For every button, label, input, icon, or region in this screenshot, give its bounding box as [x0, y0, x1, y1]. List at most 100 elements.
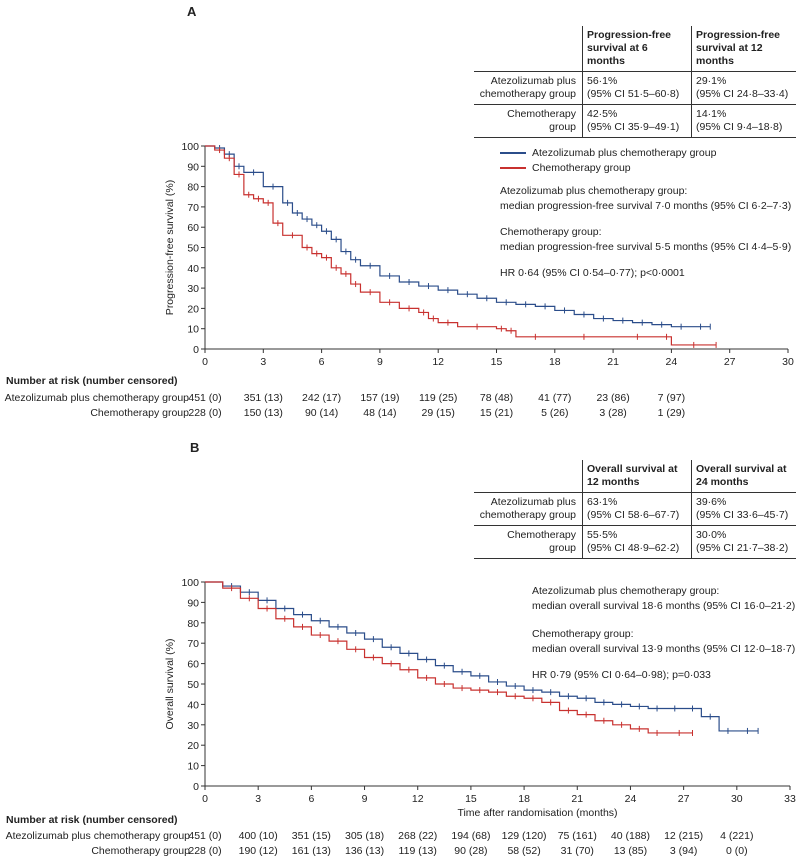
pfs-risk-cell: 7 (97): [657, 392, 686, 404]
os-risk-label-atezo: Atezolizumab plus chemotherapy group: [5, 830, 190, 842]
os-y-tick-label: 10: [187, 761, 199, 773]
pfs-cell: 56·1% (95% CI 51·5–60·8): [582, 71, 692, 105]
os-risk-cell: 129 (120): [501, 830, 547, 842]
os-x-tick-label: 30: [731, 793, 743, 805]
os-atezo-curve: [205, 581, 759, 732]
os-y-tick-label: 30: [187, 720, 199, 732]
pfs-note: median progression-free survival 7·0 mon…: [500, 200, 792, 212]
pfs-x-tick-label: 27: [724, 356, 736, 368]
os-chart: 0 10 20 30 40 50 60 70 80 90 100 0 3 6 9 12 15 18 21 24 27 30…: [164, 577, 796, 819]
os-x-tick-label: 15: [465, 793, 477, 805]
pfs-y-tick-label: 80: [187, 182, 199, 194]
pfs-risk-cell: 15 (21): [479, 407, 514, 419]
pfs-y-tick-label: 70: [187, 202, 199, 214]
os-risk-cell: 119 (13): [398, 845, 437, 857]
pfs-risk-cell: 119 (25): [419, 392, 458, 404]
os-risk-cell: 40 (188): [610, 830, 651, 842]
pfs-x-tick-label: 21: [607, 356, 619, 368]
os-row-label: Atezolizumab plus chemotherapy group: [474, 492, 583, 526]
pfs-x-tick-label: 30: [782, 356, 794, 368]
pfs-risk-cell: 228 (0): [188, 407, 222, 419]
pfs-x-tick-label: 12: [432, 356, 444, 368]
pfs-risk-cell: 48 (14): [363, 407, 397, 419]
os-x-tick-label: 3: [255, 793, 261, 805]
pfs-row-label: Chemotherapy group: [474, 104, 583, 138]
pfs-y-tick-label: 40: [187, 263, 199, 275]
os-risk-label-chemo: Chemotherapy group: [91, 845, 190, 857]
os-note: Chemotherapy group:: [532, 628, 634, 640]
pfs-summary-table: Progression-free survival at 6 months Pr…: [474, 26, 796, 138]
os-risk-cell: 305 (18): [344, 830, 385, 842]
os-risk-cell: 4 (221): [720, 830, 754, 842]
os-risk-cell: 58 (52): [507, 845, 541, 857]
pfs-risk-cell: 78 (48): [479, 392, 514, 404]
os-chemo-curve: [205, 581, 693, 734]
legend-chemo-swatch: [500, 167, 526, 170]
pfs-y-tick-label: 20: [187, 303, 199, 315]
os-y-tick-label: 100: [181, 577, 199, 589]
pfs-risk-cell: 3 (28): [599, 407, 627, 419]
pfs-risk-cell: 90 (14): [304, 407, 339, 419]
pfs-risk-cell: 23 (86): [596, 392, 630, 404]
legend-atezo: Atezolizumab plus chemotherapy group: [500, 146, 716, 161]
os-cell: 55·5% (95% CI 48·9–62·2): [582, 525, 692, 559]
os-y-tick-label: 60: [187, 659, 199, 671]
pfs-chart: 0 10 20 30 40 50 60 70 80 90 100 0 3 6 9 12 15 18 21 24 27 30…: [164, 141, 794, 368]
os-x-tick-label: 18: [518, 793, 530, 805]
pfs-risk-cell: 29 (15): [421, 407, 455, 419]
pfs-y-tick-label: 60: [187, 222, 199, 234]
pfs-row-label: Atezolizumab plus chemotherapy group: [474, 71, 583, 105]
pfs-risk-header: Number at risk (number censored): [6, 375, 178, 387]
pfs-y-axis-label: Progression-free survival (%): [164, 180, 176, 315]
pfs-y-tick-label: 100: [181, 141, 199, 153]
os-risk-cell: 228 (0): [188, 845, 222, 857]
pfs-x-tick-label: 24: [666, 356, 678, 368]
pfs-atezo-curve: [205, 145, 711, 328]
panel-b-letter: B: [190, 440, 200, 455]
pfs-y-tick-label: 10: [187, 324, 199, 336]
os-y-tick-label: 70: [187, 638, 199, 650]
os-cell: 63·1% (95% CI 58·6–67·7): [582, 492, 692, 526]
pfs-cell: 42·5% (95% CI 35·9–49·1): [582, 104, 692, 138]
pfs-risk-label-atezo: Atezolizumab plus chemotherapy group: [4, 392, 189, 404]
os-x-tick-label: 24: [625, 793, 637, 805]
pfs-note: Chemotherapy group:: [500, 226, 602, 238]
os-risk-cell: 451 (0): [188, 830, 222, 842]
legend-atezo-swatch: [500, 152, 526, 155]
os-risk-cell: 31 (70): [560, 845, 594, 857]
os-risk-cell: 268 (22): [398, 830, 438, 842]
pfs-col2-header: Progression-free survival at 12 months: [691, 26, 796, 72]
os-x-tick-label: 12: [412, 793, 424, 805]
pfs-risk-cell: 242 (17): [302, 392, 342, 404]
os-y-tick-label: 80: [187, 618, 199, 630]
os-risk-cell: 194 (68): [451, 830, 491, 842]
pfs-hr: HR 0·64 (95% CI 0·54–0·77); p<0·0001: [500, 267, 685, 279]
pfs-risk-cell: 41 (77): [538, 392, 572, 404]
pfs-risk-cell: 157 (19): [360, 392, 400, 404]
os-y-tick-label: 20: [187, 740, 199, 752]
pfs-y-tick-label: 30: [187, 283, 199, 295]
pfs-x-tick-label: 6: [319, 356, 325, 368]
os-hr: HR 0·79 (95% CI 0·64–0·98); p=0·033: [532, 669, 711, 681]
legend-chemo: Chemotherapy group: [500, 161, 631, 176]
os-risk-cell: 190 (12): [238, 845, 278, 857]
pfs-risk-cell: 1 (29): [657, 407, 686, 419]
pfs-risk-cell: 451 (0): [188, 392, 222, 404]
pfs-x-tick-label: 15: [491, 356, 503, 368]
os-y-tick-label: 0: [193, 781, 199, 793]
os-row-label: Chemotherapy group: [474, 525, 583, 559]
pfs-x-tick-label: 18: [549, 356, 561, 368]
os-note: median overall survival 18·6 months (95%…: [532, 600, 796, 612]
pfs-risk-cell: 351 (13): [243, 392, 283, 404]
os-x-tick-label: 33: [784, 793, 796, 805]
os-risk-cell: 351 (15): [291, 830, 331, 842]
pfs-note: Atezolizumab plus chemotherapy group:: [500, 185, 688, 197]
os-risk-cell: 13 (85): [613, 845, 648, 857]
os-col2-header: Overall survival at 24 months: [691, 460, 796, 493]
os-y-tick-label: 90: [187, 597, 199, 609]
pfs-y-tick-label: 90: [187, 161, 199, 173]
pfs-cell: 14·1% (95% CI 9·4–18·8): [691, 104, 796, 138]
os-summary-table: Overall survival at 12 months Overall su…: [474, 460, 796, 559]
os-note: median overall survival 13·9 months (95%…: [532, 643, 796, 655]
pfs-cell: 29·1% (95% CI 24·8–33·4): [691, 71, 796, 105]
